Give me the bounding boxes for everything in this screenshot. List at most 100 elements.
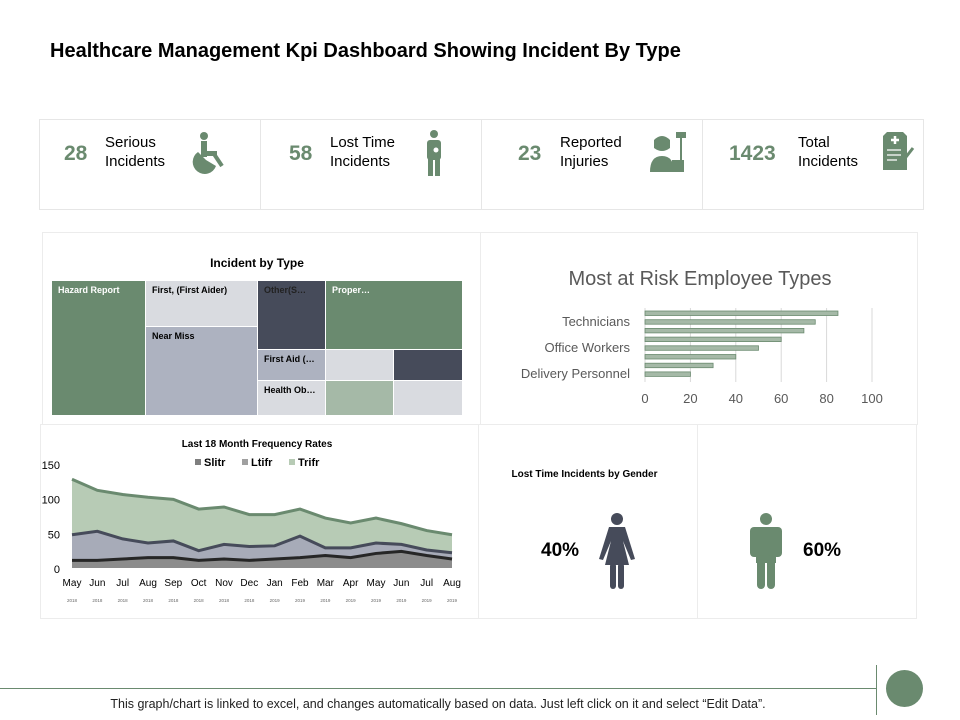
medical-report-icon xyxy=(883,132,915,170)
area-chart-title: Last 18 Month Frequency Rates xyxy=(182,439,333,450)
footer-note: This graph/chart is linked to excel, and… xyxy=(110,697,766,711)
kpi-value: 1423 xyxy=(729,142,776,165)
injured-person-icon xyxy=(427,130,441,176)
area-x-year-label: 2018 xyxy=(168,598,179,603)
bar-category-label: Technicians xyxy=(562,314,630,329)
area-x-year-label: 2019 xyxy=(371,598,382,603)
gender-title: Lost Time Incidents by Gender xyxy=(511,469,658,480)
treemap-cell-property[interactable]: Proper… xyxy=(326,281,463,350)
area-x-tick-label: Apr xyxy=(343,578,359,589)
area-x-tick-label: Jun xyxy=(89,578,105,589)
kpi-value: 23 xyxy=(518,142,542,165)
area-y-tick-label: 150 xyxy=(42,460,60,472)
kpi-reported-injuries: 23 Reported Injuries xyxy=(482,120,703,209)
area-x-year-label: 2019 xyxy=(447,598,458,603)
bar xyxy=(644,345,759,351)
kpi-label: Serious Incidents xyxy=(105,134,166,170)
kpi-label: Total Incidents xyxy=(798,134,859,170)
bar xyxy=(644,319,816,325)
kpi-row: 28 Serious Incidents 58 Lost Time Incide… xyxy=(39,119,924,210)
area-x-year-label: 2018 xyxy=(194,598,205,603)
female-icon xyxy=(599,513,635,589)
line-trifr xyxy=(71,477,453,537)
treemap-cell-other[interactable]: Other(S… xyxy=(258,281,326,350)
bar xyxy=(644,354,737,360)
area-x-year-label: 2018 xyxy=(118,598,129,603)
bar-x-tick-label: 100 xyxy=(861,391,883,406)
bar xyxy=(644,328,805,334)
kpi-total-incidents: 1423 Total Incidents xyxy=(703,120,923,209)
nurse-iv-icon xyxy=(650,132,686,172)
kpi-label: Reported Injuries xyxy=(560,134,622,170)
gender-female-panel: Lost Time Incidents by Gender 40% xyxy=(478,424,698,619)
area-x-year-label: 2018 xyxy=(67,598,78,603)
area-x-tick-label: Oct xyxy=(191,578,207,589)
area-x-year-label: 2019 xyxy=(270,598,281,603)
area-x-tick-label: Jul xyxy=(116,578,129,589)
area-x-tick-label: Dec xyxy=(240,578,258,589)
treemap-title: Incident by Type xyxy=(210,256,304,270)
gender-male-panel: 60% xyxy=(697,424,917,619)
treemap-cell[interactable] xyxy=(326,350,394,381)
treemap-cell-hazard-report[interactable]: Hazard Report xyxy=(52,281,146,416)
bar-x-tick-label: 60 xyxy=(774,391,788,406)
area-x-tick-label: Jul xyxy=(420,578,433,589)
kpi-value: 28 xyxy=(64,142,88,165)
kpi-label: Lost Time Incidents xyxy=(330,134,396,170)
treemap-cell[interactable] xyxy=(394,350,463,381)
area-y-tick-label: 50 xyxy=(48,529,60,541)
area-x-tick-label: May xyxy=(63,578,82,589)
bar-x-tick-label: 0 xyxy=(641,391,648,406)
page-title: Healthcare Management Kpi Dashboard Show… xyxy=(50,40,681,62)
kpi-lost-time: 58 Lost Time Incidents xyxy=(261,120,482,209)
bar xyxy=(644,362,714,369)
area-x-tick-label: Mar xyxy=(317,578,335,589)
area-x-year-label: 2018 xyxy=(143,598,154,603)
treemap-cell[interactable] xyxy=(326,381,394,416)
area-x-year-label: 2018 xyxy=(244,598,255,603)
area-x-year-label: 2019 xyxy=(396,598,407,603)
bar xyxy=(644,371,691,377)
treemap-cell-first-aid[interactable]: First Aid (… xyxy=(258,350,326,381)
treemap-cell-health-ob[interactable]: Health Ob… xyxy=(258,381,326,416)
legend-swatch xyxy=(195,459,201,465)
footer-divider xyxy=(0,688,876,689)
legend-label: Trifr xyxy=(298,457,320,469)
area-x-tick-label: Nov xyxy=(215,578,233,589)
frequency-rates-area-chart: Last 18 Month Frequency Rates 0 50 100 150 M… xyxy=(42,439,461,603)
legend-label: Slitr xyxy=(204,457,226,469)
female-percent: 40% xyxy=(541,540,580,561)
wheelchair-icon xyxy=(192,132,224,174)
male-percent: 60% xyxy=(803,540,842,561)
legend-label: Ltifr xyxy=(251,457,273,469)
area-x-tick-label: Jun xyxy=(393,578,409,589)
area-y-tick-label: 100 xyxy=(42,495,60,507)
line-slitr xyxy=(72,549,453,562)
area-x-tick-label: May xyxy=(367,578,386,589)
treemap-cell[interactable] xyxy=(394,381,463,416)
legend-swatch xyxy=(289,459,295,465)
area-x-year-label: 2019 xyxy=(422,598,433,603)
area-x-year-label: 2019 xyxy=(295,598,306,603)
bar-x-tick-label: 40 xyxy=(729,391,743,406)
footer-vertical-divider xyxy=(876,665,877,715)
bar-x-tick-label: 20 xyxy=(683,391,697,406)
area-x-tick-label: Sep xyxy=(164,578,182,589)
male-icon xyxy=(750,513,782,589)
treemap-cell-near-miss[interactable]: Near Miss xyxy=(146,327,258,416)
footer-circle-decoration xyxy=(886,670,923,707)
bar xyxy=(644,310,839,316)
bar-chart-title: Most at Risk Employee Types xyxy=(568,268,831,290)
area-y-tick-label: 0 xyxy=(54,564,60,576)
area-x-tick-label: Aug xyxy=(443,578,461,589)
area-x-tick-label: Aug xyxy=(139,578,157,589)
bar-category-label: Delivery Personnel xyxy=(521,366,630,381)
line-ltifr xyxy=(71,529,453,555)
treemap-cell-first-aider[interactable]: First, (First Aider) xyxy=(146,281,258,327)
area-x-year-label: 2019 xyxy=(320,598,331,603)
risk-employee-bar-chart: Most at Risk Employee Types 0 20 40 60 80 100… xyxy=(521,268,883,406)
area-x-tick-label: Feb xyxy=(291,578,309,589)
legend-swatch xyxy=(242,459,248,465)
bar xyxy=(644,336,782,342)
kpi-value: 58 xyxy=(289,142,313,165)
